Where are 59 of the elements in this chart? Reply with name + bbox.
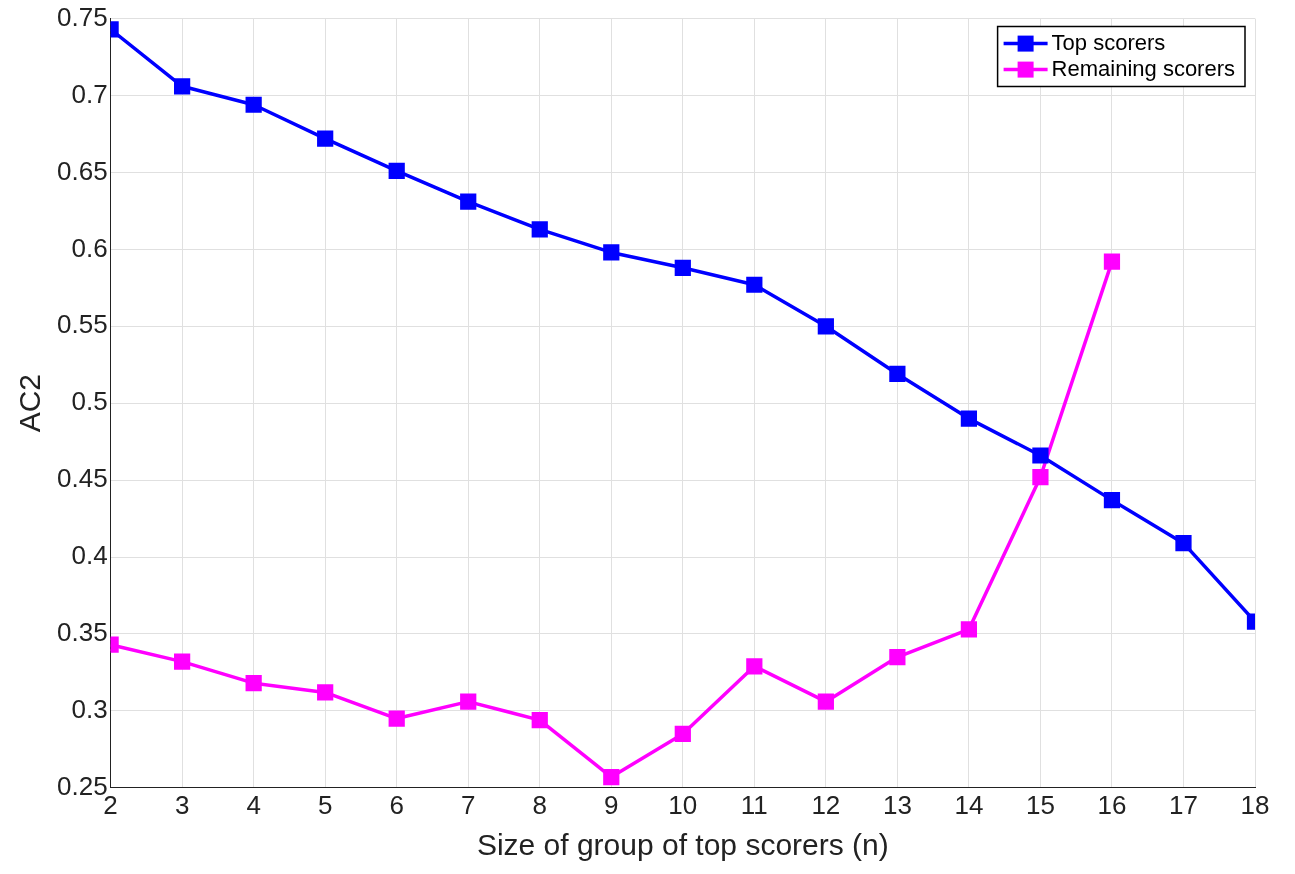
point bbox=[889, 648, 906, 666]
point bbox=[531, 712, 548, 729]
point bbox=[817, 318, 834, 335]
point bbox=[603, 768, 620, 786]
point bbox=[174, 78, 191, 95]
point bbox=[674, 725, 691, 743]
x-tick-label: 5 bbox=[317, 789, 333, 820]
point bbox=[245, 675, 262, 692]
point bbox=[889, 365, 906, 383]
x-tick-label: 15 bbox=[1025, 789, 1055, 820]
point bbox=[174, 653, 191, 670]
point bbox=[460, 193, 477, 210]
x-axis-title: Size of group of top scorers (n) bbox=[476, 828, 889, 862]
point bbox=[674, 259, 691, 276]
x-tick-label: 3 bbox=[174, 789, 190, 820]
point bbox=[1103, 253, 1121, 270]
x-tick-label: 10 bbox=[668, 789, 698, 820]
point bbox=[746, 276, 763, 293]
x-tick-label: 13 bbox=[882, 789, 912, 820]
legend-label: Remaining scorers bbox=[1051, 55, 1235, 81]
point bbox=[1175, 535, 1192, 552]
y-tick-label: 0.7 bbox=[71, 78, 108, 109]
y-tick-label: 0.4 bbox=[71, 540, 108, 571]
y-axis-title: AC2 bbox=[13, 374, 47, 433]
y-tick-label: 0.55 bbox=[56, 309, 108, 340]
x-tick-label: 11 bbox=[740, 789, 768, 820]
x-tick-label: 7 bbox=[460, 789, 476, 820]
x-tick-label: 12 bbox=[811, 789, 841, 820]
point bbox=[388, 710, 405, 727]
x-tick-label: 4 bbox=[246, 789, 261, 820]
point bbox=[388, 162, 405, 180]
y-tick-label: 0.3 bbox=[71, 694, 108, 725]
y-tick-label: 0.65 bbox=[56, 155, 108, 186]
y-tick-label: 0.75 bbox=[56, 1, 108, 32]
point bbox=[1032, 468, 1049, 486]
x-tick-label: 18 bbox=[1240, 789, 1270, 820]
point bbox=[746, 658, 763, 675]
point bbox=[960, 621, 978, 638]
point bbox=[960, 410, 978, 427]
point bbox=[317, 684, 334, 701]
y-tick-label: 0.45 bbox=[56, 463, 108, 494]
x-tick-label: 9 bbox=[604, 789, 619, 820]
y-tick-label: 0.35 bbox=[56, 617, 108, 648]
point bbox=[317, 130, 334, 147]
x-tick-label: 16 bbox=[1097, 789, 1127, 820]
point bbox=[1103, 492, 1121, 509]
x-tick-label: 14 bbox=[954, 789, 984, 820]
y-tick-label: 0.6 bbox=[71, 232, 108, 263]
legend-label: Top scorers bbox=[1051, 29, 1166, 55]
point bbox=[1032, 447, 1049, 464]
y-tick-label: 0.5 bbox=[71, 386, 108, 417]
point bbox=[245, 96, 262, 113]
x-tick-label: 6 bbox=[389, 789, 404, 820]
x-tick-label: 17 bbox=[1169, 789, 1198, 820]
x-tick-label: 8 bbox=[532, 789, 547, 820]
point bbox=[460, 693, 477, 710]
point bbox=[531, 221, 548, 238]
point bbox=[817, 693, 834, 710]
point bbox=[603, 244, 620, 261]
